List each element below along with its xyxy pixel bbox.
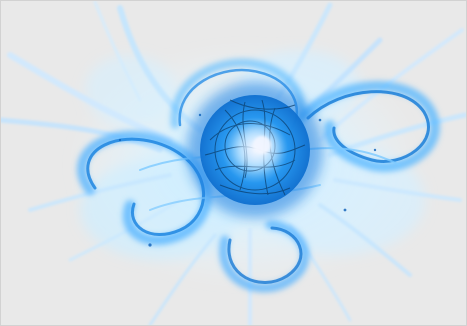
energy-core xyxy=(187,82,323,218)
ink-specks xyxy=(118,113,377,247)
energy-swirls xyxy=(77,58,440,293)
